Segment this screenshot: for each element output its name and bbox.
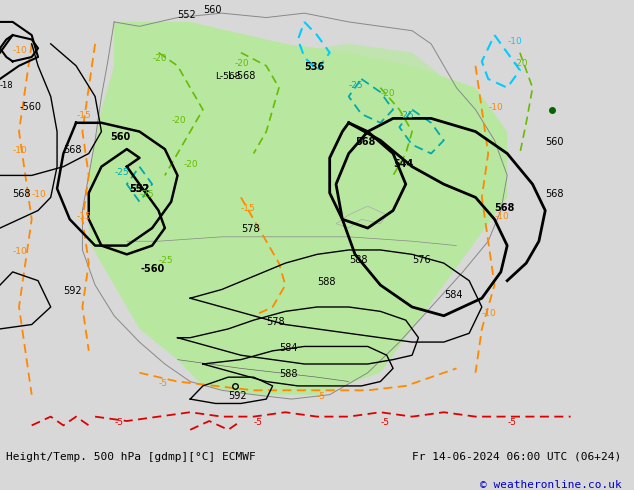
Text: 560: 560 <box>545 137 564 147</box>
Text: 568: 568 <box>545 189 564 199</box>
Text: 568: 568 <box>495 202 515 213</box>
Text: -18: -18 <box>0 81 13 90</box>
Text: 552: 552 <box>129 184 150 194</box>
Polygon shape <box>89 22 507 395</box>
Text: -5: -5 <box>158 379 167 388</box>
Text: -10: -10 <box>13 46 27 54</box>
Text: -560: -560 <box>140 264 164 274</box>
Text: -25: -25 <box>139 190 154 199</box>
Text: 568: 568 <box>63 146 82 155</box>
Text: -10: -10 <box>482 309 496 318</box>
Text: 592: 592 <box>228 391 247 401</box>
Text: 576: 576 <box>412 255 430 265</box>
Text: -20: -20 <box>171 116 186 125</box>
Text: Fr 14-06-2024 06:00 UTC (06+24): Fr 14-06-2024 06:00 UTC (06+24) <box>412 452 621 462</box>
Text: -10: -10 <box>507 37 522 46</box>
Text: -20: -20 <box>235 59 249 68</box>
Text: 584: 584 <box>279 343 297 353</box>
Text: 536: 536 <box>304 62 325 72</box>
Text: -20: -20 <box>380 90 395 98</box>
Text: 560: 560 <box>110 132 131 142</box>
Text: -20: -20 <box>184 160 198 169</box>
Text: -10: -10 <box>13 247 27 256</box>
Text: -5: -5 <box>380 418 389 427</box>
Text: 578: 578 <box>241 224 259 234</box>
Text: -10: -10 <box>32 190 46 199</box>
Text: -5: -5 <box>507 418 516 427</box>
Text: -15: -15 <box>76 212 91 221</box>
Text: 578: 578 <box>266 317 285 326</box>
Text: L-568: L-568 <box>216 72 241 81</box>
Text: -560: -560 <box>19 101 41 112</box>
Text: 568: 568 <box>13 189 31 199</box>
Text: -15: -15 <box>76 111 91 121</box>
Text: -10: -10 <box>488 102 503 112</box>
Text: -25: -25 <box>114 169 129 177</box>
Text: 568: 568 <box>355 137 375 147</box>
Text: -10: -10 <box>13 147 27 155</box>
Text: -5: -5 <box>254 418 262 427</box>
Polygon shape <box>254 44 456 153</box>
Text: 584: 584 <box>444 290 462 300</box>
Text: -20: -20 <box>152 54 167 63</box>
Text: -25: -25 <box>349 81 363 90</box>
Text: -10: -10 <box>495 212 509 221</box>
Text: 588: 588 <box>317 277 335 287</box>
Text: Height/Temp. 500 hPa [gdmp][°C] ECMWF: Height/Temp. 500 hPa [gdmp][°C] ECMWF <box>6 452 256 462</box>
Text: 560: 560 <box>203 5 221 15</box>
Text: -25: -25 <box>158 256 173 265</box>
Text: -20: -20 <box>514 59 528 68</box>
Text: -25: -25 <box>399 111 414 121</box>
Text: 552: 552 <box>178 9 197 20</box>
Text: 544: 544 <box>393 159 413 169</box>
Text: L-568: L-568 <box>228 71 256 81</box>
Text: 552: 552 <box>129 184 150 194</box>
Text: 588: 588 <box>349 255 367 265</box>
Text: 588: 588 <box>279 369 297 379</box>
Text: -5: -5 <box>114 418 123 427</box>
Text: -5: -5 <box>317 392 326 401</box>
Text: -15: -15 <box>241 203 256 213</box>
Text: 592: 592 <box>63 286 82 296</box>
Text: © weatheronline.co.uk: © weatheronline.co.uk <box>479 480 621 490</box>
